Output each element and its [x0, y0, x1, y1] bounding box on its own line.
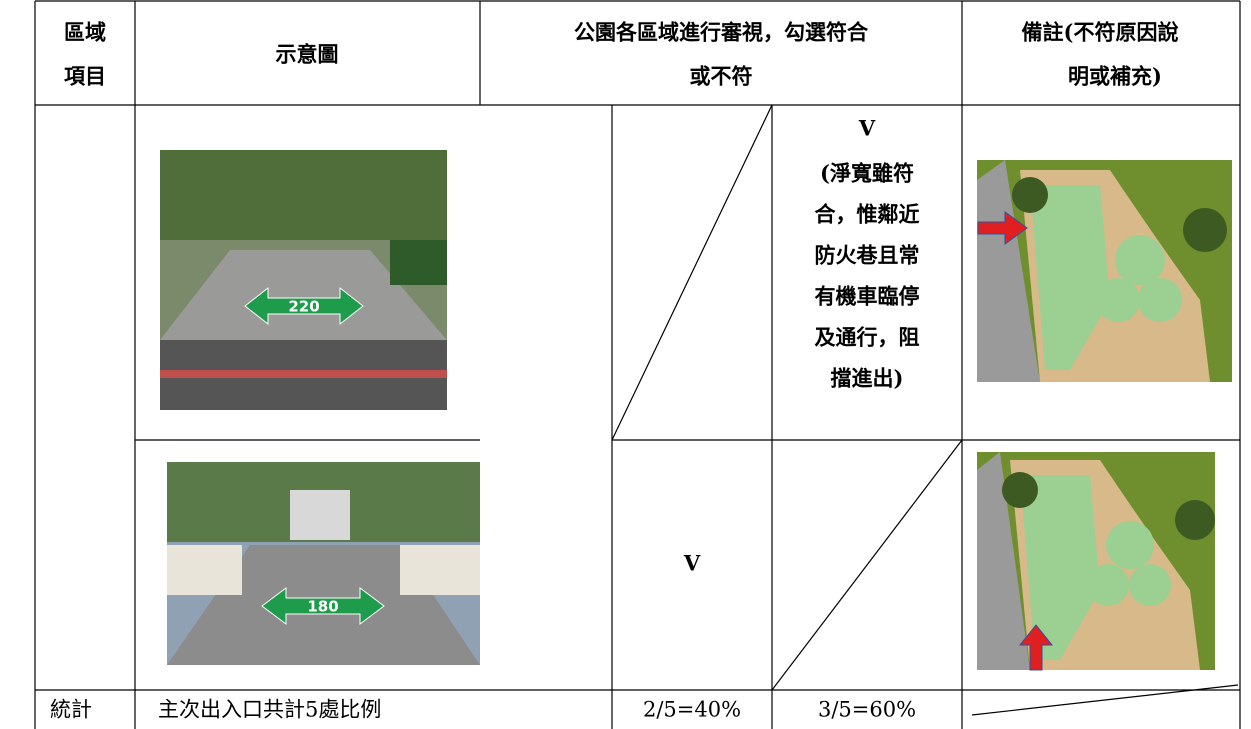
note-line: 及通行，阻: [815, 325, 920, 350]
photo: 180: [167, 462, 480, 665]
note-line: 擋進出): [831, 366, 904, 391]
note-line: 有機車臨停: [815, 284, 920, 309]
photo-label: 220: [288, 298, 319, 316]
header-text: 項目: [64, 64, 106, 89]
header-text: 明或補充): [1068, 64, 1162, 89]
header-text: 公園各區域進行審視，勾選符合: [574, 20, 869, 45]
map: [977, 452, 1215, 671]
summary-description: 主次出入口共計5處比例: [158, 698, 381, 722]
header-text: 區域: [64, 20, 106, 45]
note-line: 合，惟鄰近: [815, 202, 920, 227]
pass-ratio: 2/5=40%: [643, 698, 741, 722]
note-line: (淨寬雖符: [820, 161, 914, 186]
header-text: 或不符: [690, 64, 753, 89]
pass-mark: V: [683, 551, 701, 576]
photo: 220: [160, 150, 447, 410]
header-text: 示意圖: [276, 42, 339, 67]
photo-label: 180: [307, 598, 338, 616]
fail-mark: V: [858, 116, 876, 141]
header-text: 備註(不符原因說: [1022, 20, 1179, 45]
summary-label: 統計: [50, 698, 92, 722]
fail-ratio: 3/5=60%: [818, 698, 916, 722]
map: [977, 160, 1232, 382]
note-line: 防火巷且常: [815, 243, 920, 268]
table-grid: [34, 0, 1241, 729]
